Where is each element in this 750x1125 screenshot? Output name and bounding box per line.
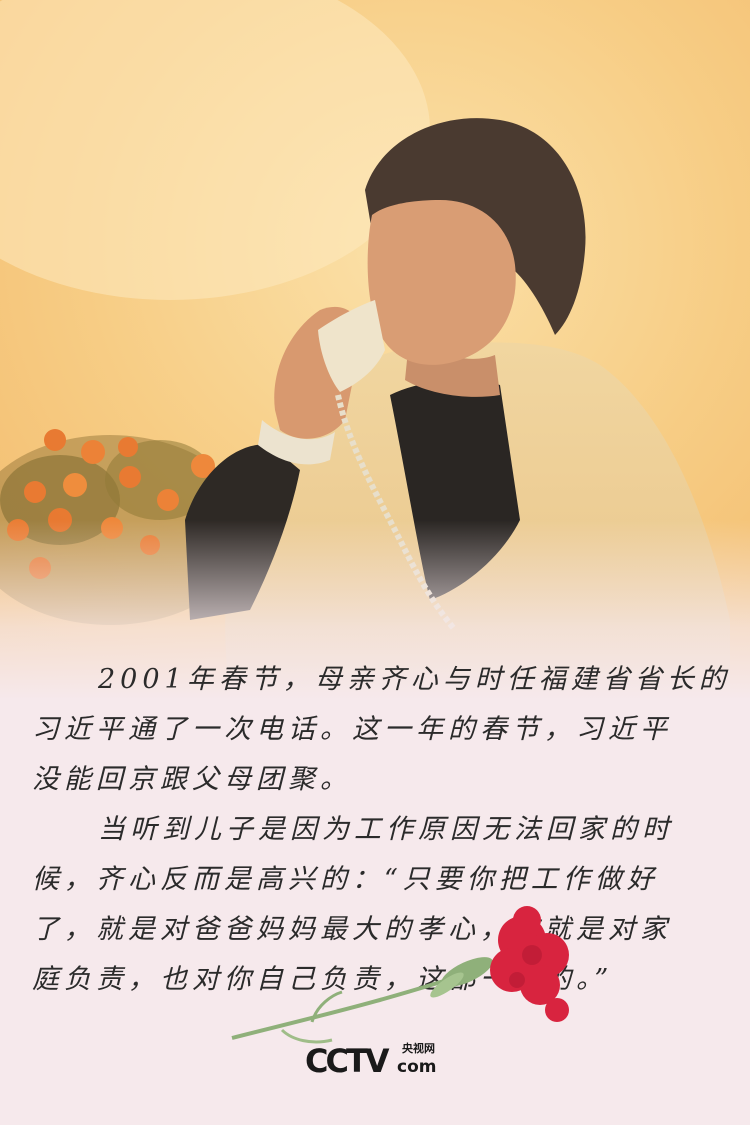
paragraph-1: 2001年春节，母亲齐心与时任福建省省长的 习近平通了一次电话。这一年的春节，习… bbox=[0, 655, 750, 805]
story-text: 2001年春节，母亲齐心与时任福建省省长的 习近平通了一次电话。这一年的春节，习… bbox=[0, 655, 750, 1005]
logo-cn-text: 央视网 bbox=[402, 1042, 435, 1055]
logo-com-text: com bbox=[397, 1057, 437, 1077]
text-line: 2001年春节，母亲齐心与时任福建省省长的 bbox=[98, 664, 731, 695]
text-line: 候，齐心反而是高兴的：“只要你把工作做好 bbox=[32, 864, 659, 895]
carnation-flower bbox=[222, 900, 592, 1060]
text-line: 习近平通了一次电话。这一年的春节，习近平 bbox=[32, 714, 672, 745]
cctv-logo: CCTV 央视网 com bbox=[305, 1040, 455, 1084]
paragraph-2: 当听到儿子是因为工作原因无法回家的时 候，齐心反而是高兴的：“只要你把工作做好 … bbox=[0, 805, 750, 1005]
text-line: 没能回京跟父母团聚。 bbox=[32, 764, 352, 795]
bottom-fade bbox=[0, 520, 750, 700]
logo-wordmark: CCTV bbox=[305, 1042, 390, 1080]
text-line: 当听到儿子是因为工作原因无法回家的时 bbox=[98, 814, 674, 845]
